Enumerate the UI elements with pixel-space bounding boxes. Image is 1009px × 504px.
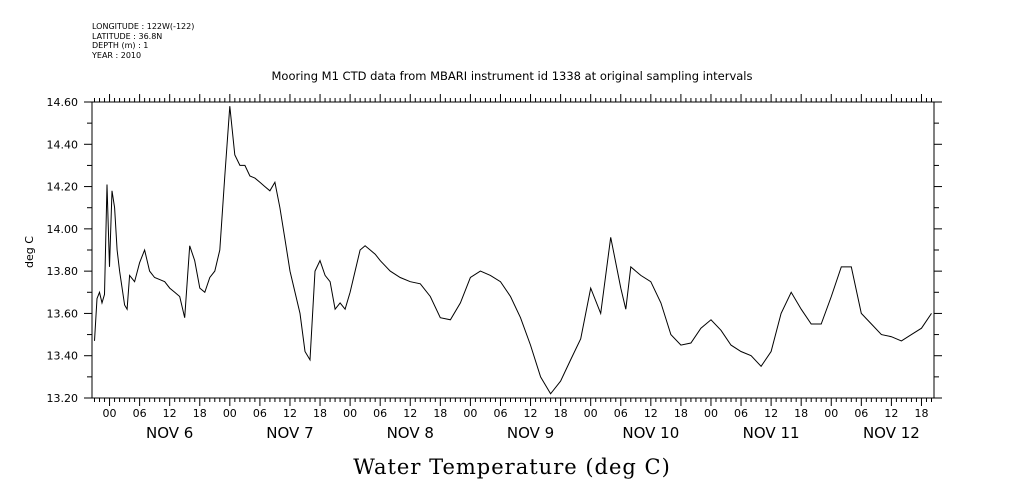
x-hour-label: 18 [193, 407, 207, 420]
x-hour-label: 06 [373, 407, 387, 420]
x-day-label: NOV 12 [863, 424, 920, 442]
y-tick-label: 14.40 [47, 138, 79, 151]
series-line [94, 106, 932, 395]
chart-title: Mooring M1 CTD data from MBARI instrumen… [272, 69, 753, 83]
depth-text: DEPTH (m) : 1 [92, 41, 149, 50]
x-hour-label: 00 [704, 407, 718, 420]
x-hour-label: 06 [253, 407, 267, 420]
x-hour-label: 18 [554, 407, 568, 420]
x-hour-label: 12 [524, 407, 538, 420]
y-tick-label: 13.40 [47, 350, 79, 363]
x-hour-label: 18 [433, 407, 447, 420]
y-tick-label: 13.60 [47, 307, 79, 320]
x-hour-label: 12 [403, 407, 417, 420]
x-day-label: NOV 7 [266, 424, 313, 442]
x-hour-label: 00 [463, 407, 477, 420]
x-hour-label: 06 [734, 407, 748, 420]
latitude-text: LATITUDE : 36.8N [92, 31, 163, 41]
x-hour-label: 12 [283, 407, 297, 420]
x-hour-label: 00 [824, 407, 838, 420]
plot-frame [91, 101, 935, 399]
x-hour-label: 12 [884, 407, 898, 420]
x-hour-label: 00 [584, 407, 598, 420]
x-day-label: NOV 6 [146, 424, 193, 442]
x-hour-label: 18 [674, 407, 688, 420]
y-tick-label: 14.00 [47, 223, 79, 236]
metadata-block: LONGITUDE : 122W(-122) LATITUDE : 36.8N … [92, 22, 194, 60]
year-text: YEAR : 2010 [92, 50, 142, 60]
x-hour-label: 00 [223, 407, 237, 420]
x-day-label: NOV 11 [743, 424, 800, 442]
x-hour-label: 06 [133, 407, 147, 420]
longitude-text: LONGITUDE : 122W(-122) [92, 22, 195, 31]
x-axis-label: Water Temperature (deg C) [353, 455, 671, 479]
x-hour-label: 12 [644, 407, 658, 420]
y-axis-label: deg C [23, 236, 36, 268]
x-hour-label: 00 [103, 407, 117, 420]
y-tick-label: 13.20 [47, 392, 79, 405]
x-day-label: NOV 10 [622, 424, 679, 442]
x-hour-label: 18 [313, 407, 327, 420]
x-hour-label: 12 [163, 407, 177, 420]
x-hour-label: 00 [343, 407, 357, 420]
x-hour-label: 18 [914, 407, 928, 420]
x-hour-label: 06 [493, 407, 507, 420]
x-hour-label: 18 [794, 407, 808, 420]
x-hour-label: 12 [764, 407, 778, 420]
y-tick-label: 14.20 [47, 181, 79, 194]
x-hour-label: 06 [854, 407, 868, 420]
y-tick-label: 14.60 [47, 96, 79, 109]
x-hour-label: 06 [614, 407, 628, 420]
x-day-label: NOV 9 [507, 424, 554, 442]
x-day-label: NOV 8 [387, 424, 434, 442]
y-tick-label: 13.80 [47, 265, 79, 278]
axes-group: 13.20 13.40 13.60 13.80 14.00 14.20 14.40 14.60… [47, 94, 942, 442]
